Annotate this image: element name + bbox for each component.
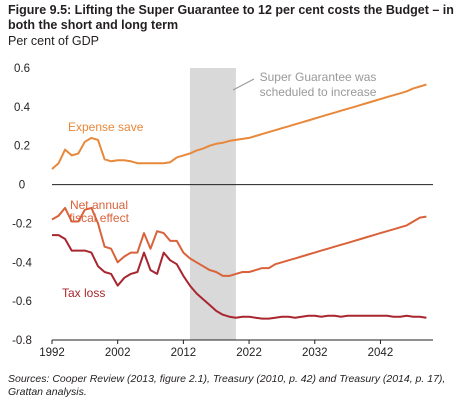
expense-save-line: [51, 83, 427, 170]
scheduled-increase-shading: [189, 68, 236, 340]
x-tick-label: 2042: [368, 347, 394, 359]
callout-text-line2: scheduled to increase: [260, 85, 377, 99]
chart-title: Figure 9.5: Lifting the Super Guarantee …: [8, 3, 454, 32]
y-tick-label: 0.6: [14, 63, 30, 75]
net-fiscal-effect-line: [51, 206, 427, 277]
callout-leader-line: [232, 78, 255, 91]
y-tick-label: -0.6: [12, 296, 32, 308]
net-fiscal-label-line2: fiscal effect: [69, 211, 129, 225]
x-tick-label: 2012: [171, 347, 197, 359]
tax-loss-label: Tax loss: [62, 286, 105, 300]
chart-source-note: Sources: Cooper Review (2013, figure 2.1…: [8, 373, 446, 398]
tax-loss-line: [52, 234, 427, 320]
x-tick-label: 2002: [105, 347, 131, 359]
y-tick-label: 0: [19, 180, 25, 192]
y-tick-label: 0.2: [14, 141, 30, 153]
x-tick-label: 1992: [39, 347, 65, 359]
x-tick-label: 2032: [302, 347, 328, 359]
y-tick-label: -0.2: [12, 218, 32, 230]
y-tick-label: -0.4: [12, 257, 32, 269]
expense-save-label: Expense save: [68, 120, 144, 134]
callout-text-line1: Super Guarantee was: [260, 70, 377, 84]
x-tick-label: 2022: [236, 347, 262, 359]
net-fiscal-label-line1: Net annual: [70, 198, 128, 212]
y-tick-label: -0.8: [12, 335, 32, 347]
y-axis-units: Per cent of GDP: [8, 34, 100, 48]
y-tick-label: 0.4: [14, 102, 31, 114]
